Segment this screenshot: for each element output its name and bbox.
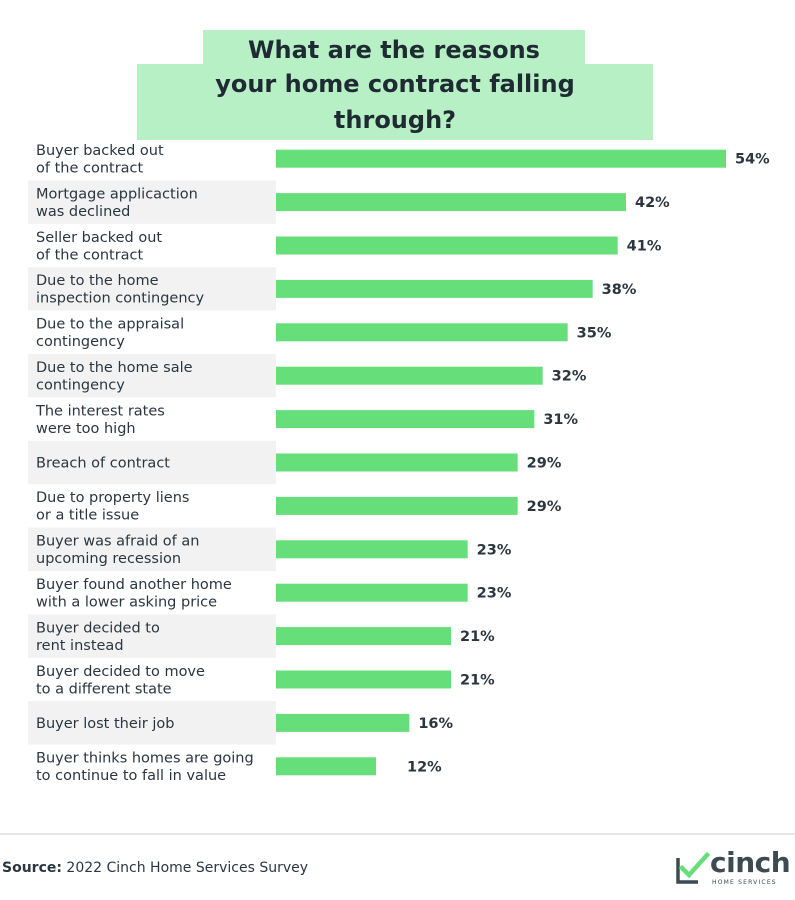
row-background bbox=[28, 354, 276, 398]
row-background bbox=[28, 614, 276, 658]
category-label: Seller backed out of the contract bbox=[36, 230, 162, 264]
title-line-2: your home contract falling through? bbox=[137, 64, 653, 140]
value-label: 32% bbox=[552, 369, 587, 385]
category-label: Breach of contract bbox=[36, 456, 170, 472]
value-label: 54% bbox=[735, 152, 770, 168]
bar bbox=[276, 193, 626, 212]
category-labels: Buyer backed out of the contract Mortgage … bbox=[35, 143, 254, 784]
category-label: Buyer found another home with a lower ask… bbox=[36, 577, 232, 611]
value-label: 38% bbox=[602, 282, 637, 298]
category-label: Buyer thinks homes are going to continue … bbox=[36, 751, 254, 785]
value-label: 42% bbox=[635, 195, 670, 211]
bar-chart: Buyer backed out of the contract Mortgage … bbox=[28, 143, 770, 784]
value-label: 12% bbox=[407, 759, 442, 775]
row-background bbox=[28, 701, 276, 745]
value-labels: 54% 42% 41% 38% 35% 32% 31% 29% 29% 23% 23% 21% 21% 1… bbox=[407, 152, 770, 776]
value-label: 21% bbox=[460, 629, 495, 645]
category-label: Due to property liens or a title issue bbox=[36, 490, 189, 524]
bar bbox=[276, 496, 518, 515]
row-backgrounds bbox=[28, 180, 276, 745]
bar bbox=[276, 366, 543, 385]
logo-word: cinch bbox=[710, 846, 791, 879]
value-label: 23% bbox=[477, 542, 512, 558]
bar bbox=[276, 236, 618, 255]
value-label: 41% bbox=[627, 239, 662, 255]
category-label: Buyer backed out of the contract bbox=[36, 143, 164, 177]
category-label: Buyer decided to move to a different stat… bbox=[36, 664, 205, 698]
source-note: Source: 2022 Cinch Home Services Survey bbox=[2, 860, 308, 876]
bar bbox=[276, 713, 410, 732]
value-label: 29% bbox=[527, 499, 562, 515]
category-label: Due to the home inspection contingency bbox=[36, 273, 204, 307]
category-label: Buyer was afraid of an upcoming recession bbox=[36, 534, 199, 568]
logo-subtitle: HOME SERVICES bbox=[712, 879, 777, 886]
cinch-logo: cinch HOME SERVICES bbox=[676, 846, 792, 888]
value-label: 16% bbox=[418, 716, 453, 732]
bar bbox=[276, 453, 518, 472]
source-label: Source: bbox=[2, 860, 62, 876]
value-label: 35% bbox=[577, 325, 612, 341]
bar bbox=[276, 323, 568, 342]
bar bbox=[276, 757, 376, 776]
footer-divider bbox=[0, 833, 795, 835]
bar bbox=[276, 583, 468, 602]
row-background bbox=[28, 180, 276, 224]
category-label: Mortgage applicaction was declined bbox=[36, 186, 198, 220]
checkmark-icon bbox=[676, 852, 710, 884]
category-label: The interest rates were too high bbox=[35, 403, 165, 437]
value-label: 21% bbox=[460, 673, 495, 689]
bar bbox=[276, 540, 468, 559]
bar bbox=[276, 149, 726, 168]
bar bbox=[276, 670, 451, 689]
row-background bbox=[28, 440, 276, 485]
row-background bbox=[28, 267, 276, 311]
category-label: Buyer lost their job bbox=[36, 716, 174, 732]
row-background bbox=[28, 527, 276, 571]
bar bbox=[276, 279, 593, 298]
value-label: 23% bbox=[477, 586, 512, 602]
source-text: 2022 Cinch Home Services Survey bbox=[61, 860, 309, 876]
category-label: Due to the home sale contingency bbox=[36, 360, 193, 394]
bars bbox=[276, 149, 726, 776]
value-label: 31% bbox=[543, 412, 578, 428]
category-label: Due to the appraisal contingency bbox=[36, 317, 184, 351]
bar bbox=[276, 410, 535, 429]
bar bbox=[276, 627, 451, 646]
value-label: 29% bbox=[527, 456, 562, 472]
category-label: Buyer decided to rent instead bbox=[36, 620, 160, 654]
